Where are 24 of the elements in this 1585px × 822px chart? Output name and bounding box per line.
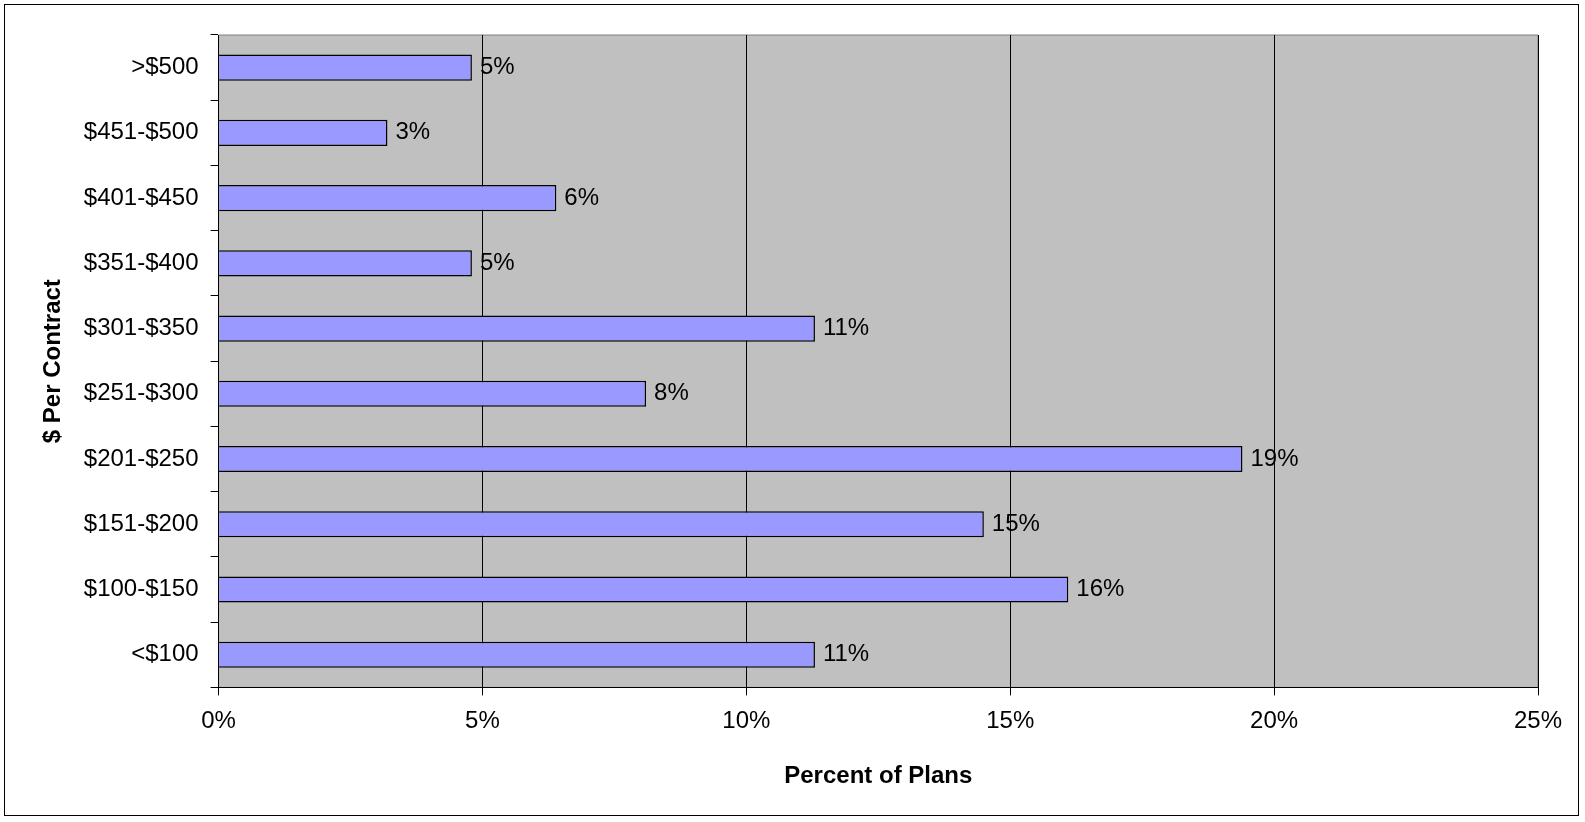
y-tick-label: >$500 [131, 52, 199, 80]
y-tick-label: $451-$500 [83, 117, 199, 145]
x-axis-title: Percent of Plans [784, 761, 973, 789]
data-label: 8% [654, 378, 689, 406]
y-tick-label: <$100 [131, 639, 199, 667]
data-label: 11% [822, 639, 870, 667]
x-tick-label: 15% [986, 706, 1035, 734]
y-tick-label: $151-$200 [83, 508, 199, 536]
y-tick-label: $301-$350 [83, 313, 199, 341]
data-label: 3% [395, 117, 431, 145]
x-tick-label: 20% [1250, 706, 1299, 734]
y-axis-title: $ Per Contract [38, 279, 66, 444]
x-tick-label: 5% [465, 706, 500, 734]
x-tick-label: 10% [722, 706, 771, 734]
x-tick-label: 25% [1513, 706, 1563, 734]
y-tick-label: $100-$150 [83, 574, 199, 602]
y-tick-label: $201-$250 [83, 443, 199, 471]
y-tick-label: $401-$450 [83, 182, 199, 210]
data-label: 16% [1076, 574, 1125, 602]
data-label: 11% [822, 313, 870, 341]
x-tick-label: 0% [201, 706, 236, 734]
y-tick-label: $251-$300 [83, 378, 199, 406]
y-tick-label: $351-$400 [83, 247, 199, 275]
data-label: 6% [564, 182, 600, 210]
